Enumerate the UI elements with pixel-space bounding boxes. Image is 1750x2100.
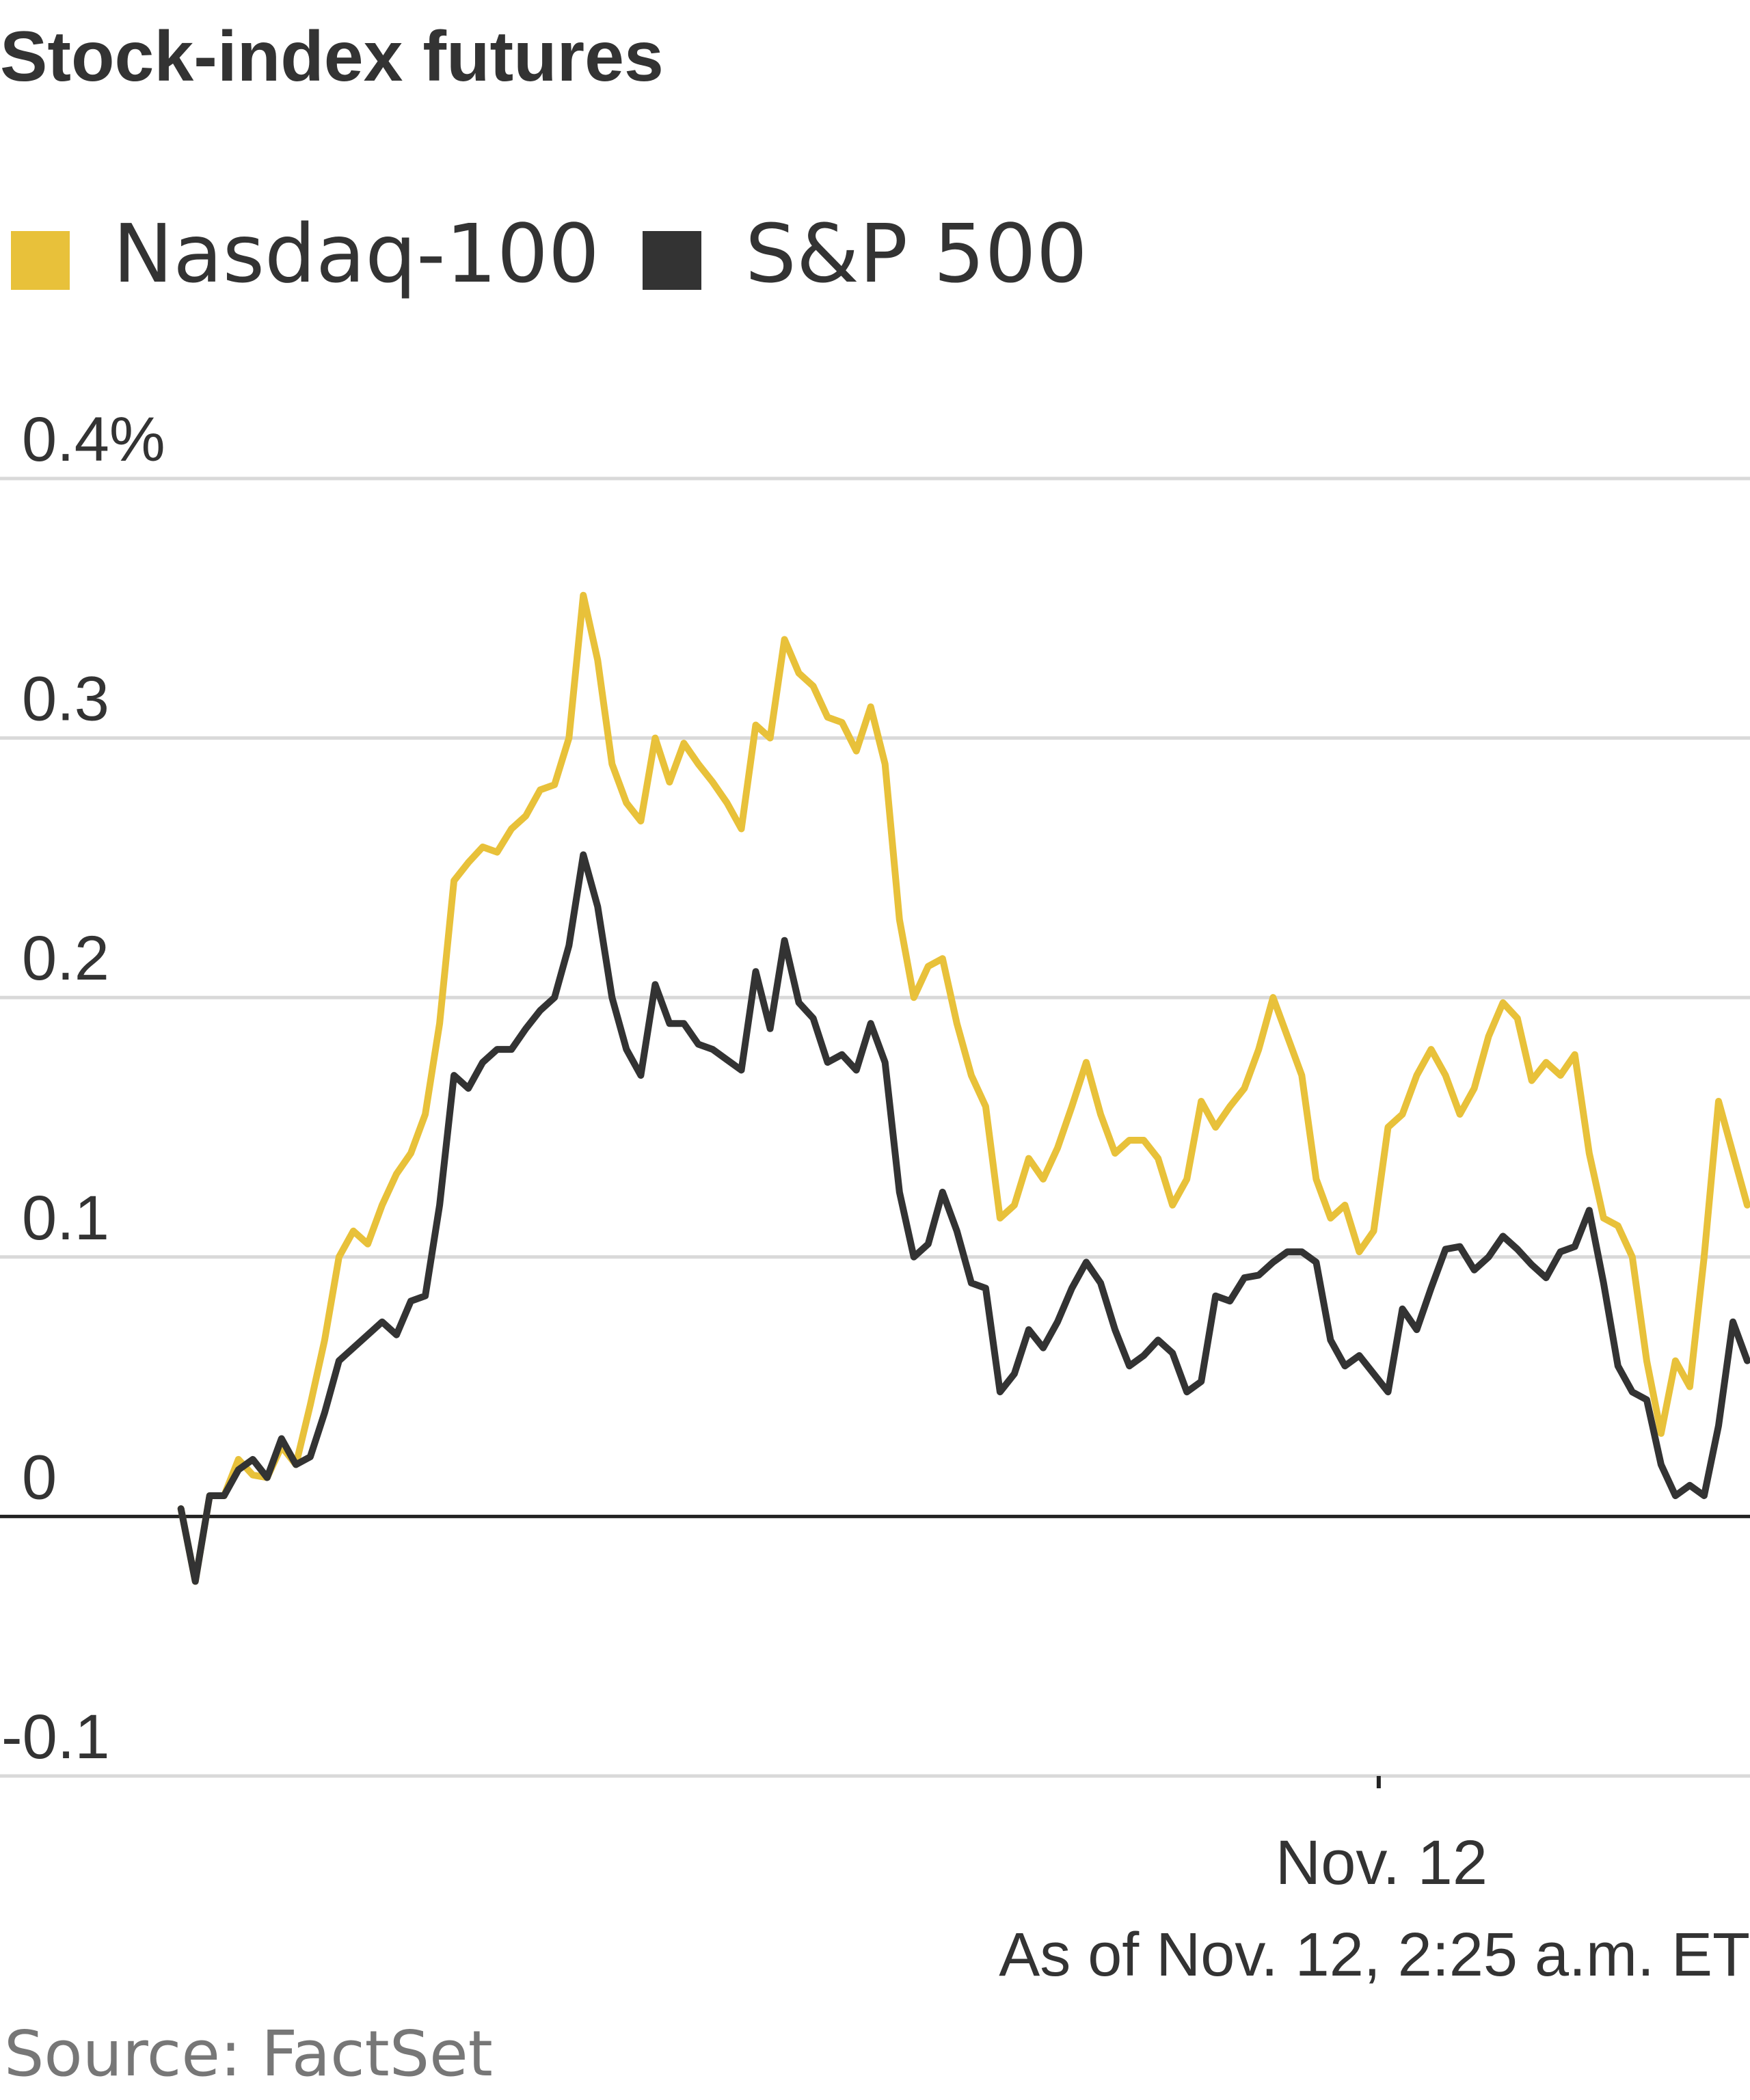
x-axis-ticks: Nov. 12 (1276, 1776, 1488, 1898)
y-tick-label: 0.1 (22, 1183, 109, 1253)
legend: Nasdaq-100 S&P 500 (11, 206, 1088, 301)
series-lines (177, 591, 1750, 1585)
legend-label-sp500: S&P 500 (745, 206, 1088, 301)
legend-label-nasdaq: Nasdaq-100 (113, 206, 600, 301)
y-tick-label: 0 (22, 1442, 57, 1512)
y-tick-label: -0.1 (1, 1702, 110, 1772)
gridlines (0, 476, 1750, 1778)
y-tick-label: 0.2 (22, 924, 109, 993)
series-line-sp500 (177, 851, 1750, 1585)
legend-swatch-sp500 (643, 231, 701, 290)
series-line-nasdaq (177, 591, 1750, 1585)
x-tick-label: Nov. 12 (1276, 1828, 1488, 1898)
y-axis-ticks: 0.4% 0.3 0.2 0.1 0 -0.1 (1, 405, 165, 1772)
y-tick-label: 0.4% (22, 405, 165, 474)
as-of-note: As of Nov. 12, 2:25 a.m. ET (999, 1921, 1750, 1989)
y-tick-label: 0.3 (22, 664, 109, 734)
source-note: Source: FactSet (4, 2017, 493, 2090)
legend-swatch-nasdaq (11, 231, 70, 290)
chart-title: Stock-index futures (0, 17, 664, 96)
